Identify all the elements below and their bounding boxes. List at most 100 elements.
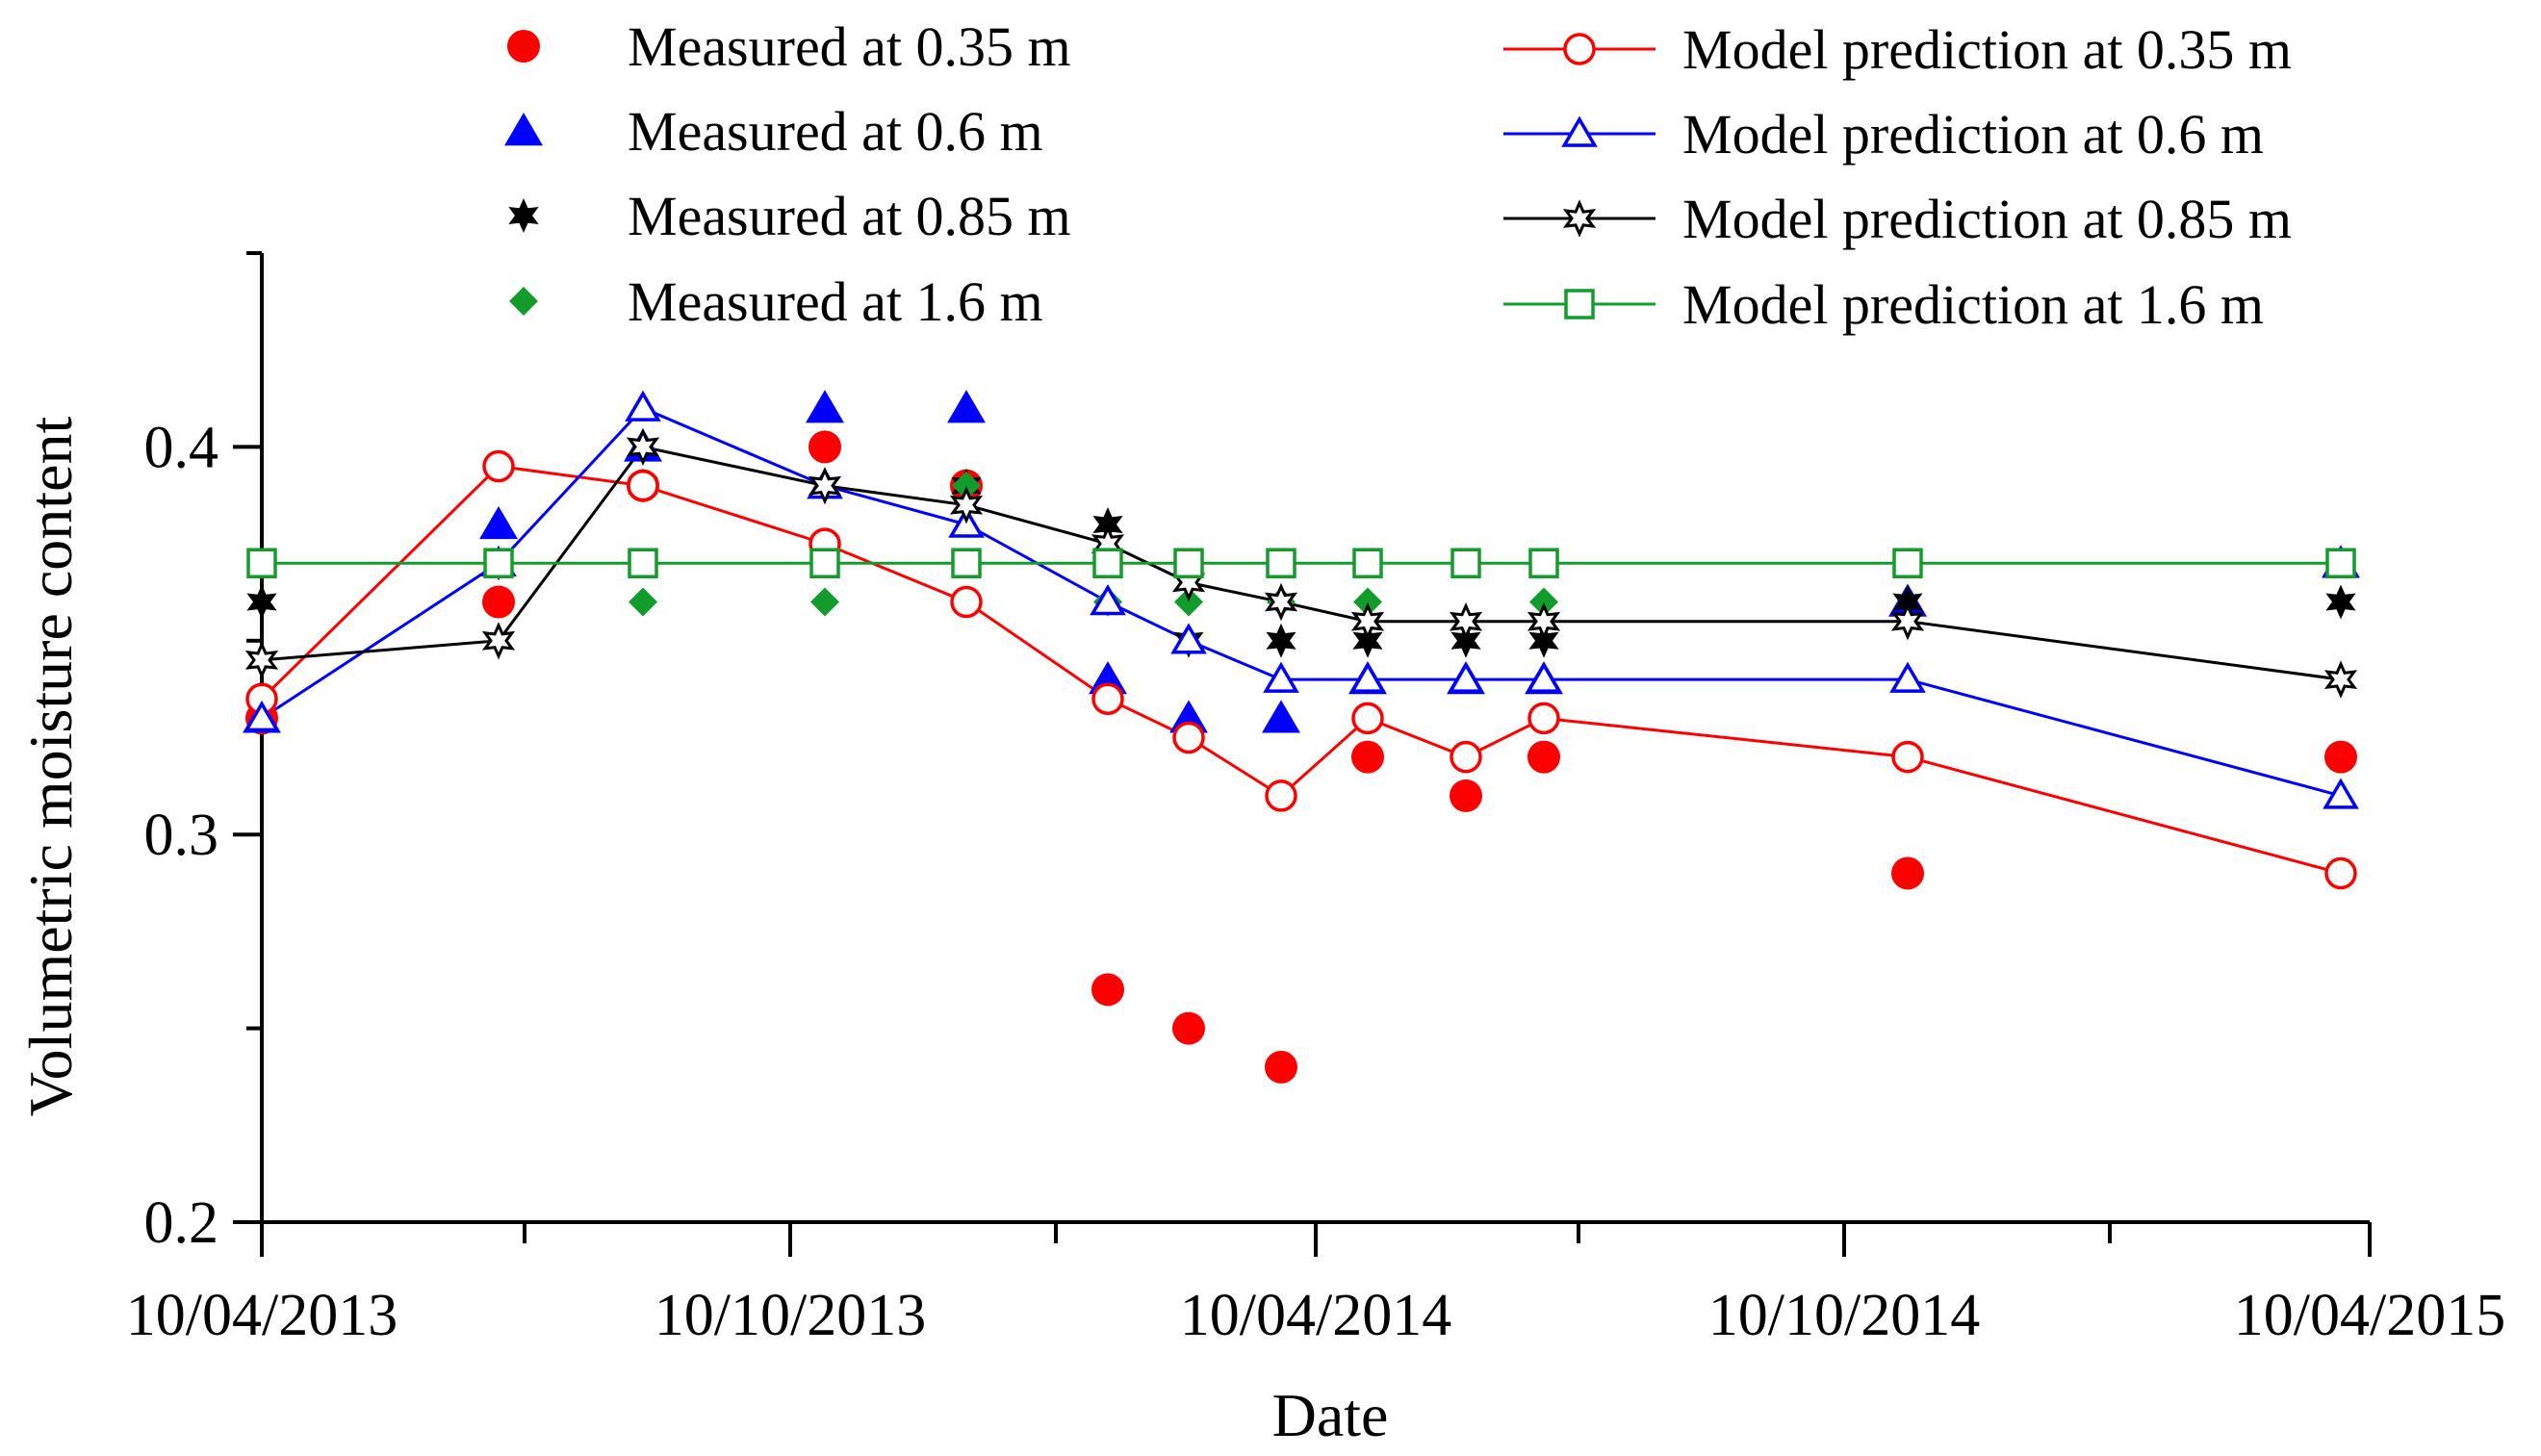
measured-point-1 bbox=[806, 390, 844, 423]
legend-marker-model bbox=[1561, 115, 1598, 147]
model-point-2 bbox=[2323, 660, 2358, 699]
measured-point-3 bbox=[1529, 587, 1558, 617]
legend-marker-model bbox=[1563, 33, 1596, 65]
legend-marker-measured bbox=[507, 30, 540, 63]
model-point-3 bbox=[1528, 548, 1559, 578]
legend-label-model: Model prediction at 0.85 m bbox=[1682, 188, 2292, 250]
model-line-0 bbox=[260, 464, 2342, 875]
model-point-0 bbox=[482, 449, 515, 483]
model-point-1 bbox=[625, 390, 661, 421]
model-point-2 bbox=[1527, 602, 1561, 641]
x-tick-label: 10/04/2013 bbox=[126, 1283, 398, 1348]
model-point-3 bbox=[2325, 548, 2356, 578]
x-tick-label: 10/10/2014 bbox=[1708, 1283, 1980, 1348]
measured-point-0 bbox=[1265, 1050, 1297, 1084]
measured-point-0 bbox=[1091, 973, 1124, 1007]
legend-label-measured: Measured at 0.6 m bbox=[628, 100, 1043, 163]
legend-label-model: Model prediction at 0.6 m bbox=[1682, 103, 2264, 166]
x-tick-label: 10/10/2013 bbox=[654, 1283, 926, 1348]
model-point-2 bbox=[1449, 602, 1483, 641]
model-point-0 bbox=[2324, 856, 2357, 890]
model-point-3 bbox=[809, 548, 840, 578]
measured-point-3 bbox=[629, 587, 657, 617]
model-point-0 bbox=[1091, 682, 1124, 715]
measured-point-0 bbox=[1891, 856, 1924, 890]
measured-point-0 bbox=[482, 585, 515, 619]
model-point-3 bbox=[1092, 548, 1123, 578]
legend-marker-measured bbox=[509, 287, 538, 316]
measured-point-1 bbox=[1262, 700, 1300, 733]
legend-label-measured: Measured at 1.6 m bbox=[628, 270, 1043, 333]
model-point-1 bbox=[1349, 661, 1386, 693]
model-point-3 bbox=[483, 548, 514, 578]
x-tick-label: 10/04/2014 bbox=[1180, 1283, 1451, 1348]
model-line-1 bbox=[261, 406, 2342, 798]
legend-marker-measured bbox=[508, 198, 539, 233]
model-point-3 bbox=[1892, 548, 1923, 578]
model-point-2 bbox=[808, 466, 842, 505]
model-point-0 bbox=[627, 469, 659, 502]
measured-point-2 bbox=[2325, 584, 2356, 620]
model-point-1 bbox=[1263, 661, 1299, 693]
legend-label-measured: Measured at 0.35 m bbox=[628, 15, 1071, 78]
model-point-3 bbox=[1352, 548, 1383, 578]
model-point-0 bbox=[950, 585, 983, 619]
legend-label-model: Model prediction at 0.35 m bbox=[1682, 18, 2292, 81]
measured-point-2 bbox=[1266, 623, 1296, 658]
model-point-3 bbox=[246, 548, 277, 578]
y-axis-title: Volumetric moisture content bbox=[16, 417, 85, 1117]
x-tick-label: 10/04/2015 bbox=[2234, 1283, 2505, 1348]
legend-label-measured: Measured at 0.85 m bbox=[628, 185, 1071, 247]
model-point-0 bbox=[1172, 721, 1205, 754]
model-point-3 bbox=[951, 548, 982, 578]
y-tick-label: 0.2 bbox=[144, 1190, 219, 1256]
model-point-2 bbox=[481, 622, 516, 660]
measured-point-3 bbox=[810, 587, 839, 617]
model-point-1 bbox=[2323, 778, 2359, 809]
measured-point-0 bbox=[1527, 740, 1560, 774]
measured-point-1 bbox=[947, 390, 986, 423]
model-lines bbox=[260, 406, 2342, 875]
measured-point-2 bbox=[1892, 584, 1923, 620]
measured-point-1 bbox=[479, 505, 518, 540]
legend-marker-model bbox=[1564, 289, 1595, 319]
measured-point-2 bbox=[1352, 623, 1383, 658]
model-point-0 bbox=[1351, 702, 1384, 735]
model-point-1 bbox=[1090, 584, 1126, 616]
model-point-2 bbox=[244, 641, 279, 679]
measured-point-2 bbox=[1528, 623, 1559, 658]
measured-point-3 bbox=[1174, 587, 1203, 617]
y-tick-label: 0.3 bbox=[144, 803, 219, 868]
data-markers bbox=[243, 390, 2360, 1084]
model-point-2 bbox=[1264, 582, 1298, 622]
model-point-3 bbox=[1266, 548, 1296, 578]
model-point-0 bbox=[1527, 702, 1560, 735]
measured-point-2 bbox=[1092, 507, 1123, 542]
measured-point-0 bbox=[808, 430, 841, 464]
measured-point-0 bbox=[2324, 740, 2357, 774]
model-point-0 bbox=[1891, 740, 1924, 774]
model-point-2 bbox=[1890, 602, 1925, 641]
model-point-2 bbox=[1350, 602, 1385, 641]
legend-marker-model bbox=[1562, 199, 1597, 238]
y-tick-label: 0.4 bbox=[144, 415, 219, 480]
measured-point-3 bbox=[952, 471, 981, 500]
chart-axes: 0.2 0.3 0.4 10/04/2013 10/10/2013 10/04/2014 1… bbox=[16, 251, 2505, 1449]
measured-point-0 bbox=[1172, 1011, 1205, 1045]
measured-point-0 bbox=[1351, 740, 1384, 774]
legend-marker-measured bbox=[504, 113, 543, 146]
measured-point-2 bbox=[1450, 623, 1481, 658]
measured-point-1 bbox=[1089, 661, 1127, 695]
model-point-1 bbox=[1448, 661, 1484, 693]
model-point-2 bbox=[626, 427, 660, 467]
measured-point-1 bbox=[1169, 700, 1208, 733]
measured-point-2 bbox=[246, 584, 277, 620]
model-point-2 bbox=[949, 486, 984, 524]
x-axis-title: Date bbox=[1272, 1381, 1389, 1449]
model-point-3 bbox=[1173, 548, 1204, 578]
model-point-0 bbox=[1265, 779, 1297, 812]
chart-legend: Measured at 0.35 m Measured at 0.6 m Measu… bbox=[504, 15, 2292, 336]
model-point-1 bbox=[1889, 661, 1926, 693]
measured-point-3 bbox=[1353, 587, 1382, 617]
